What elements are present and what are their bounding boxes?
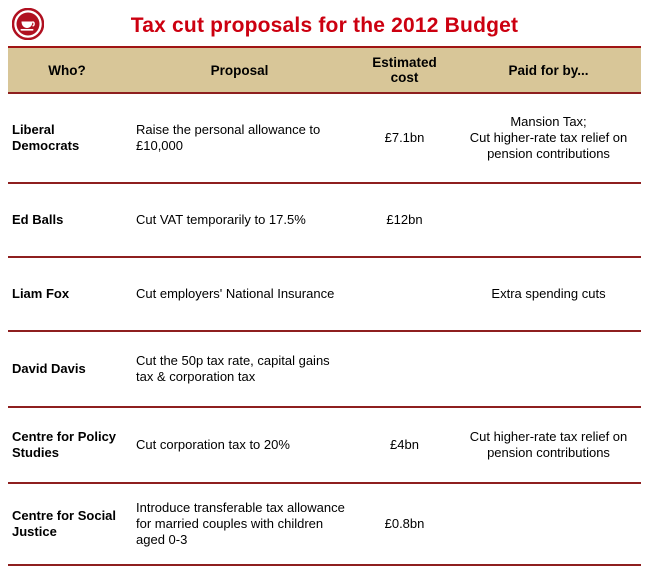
cost-cell: £4bn bbox=[353, 406, 456, 483]
table-row: Centre for Social Justice Introduce tran… bbox=[8, 482, 641, 565]
table-row: Centre for Policy Studies Cut corporatio… bbox=[8, 406, 641, 483]
table-row: Liam Fox Cut employers' National Insuran… bbox=[8, 256, 641, 331]
table-row: David Davis Cut the 50p tax rate, capita… bbox=[8, 330, 641, 407]
paid-cell: Extra spending cuts bbox=[456, 256, 641, 331]
paid-cell bbox=[456, 482, 641, 565]
cost-cell: £7.1bn bbox=[353, 92, 456, 183]
cost-cell bbox=[353, 256, 456, 331]
paid-cell: Cut higher-rate tax relief on pension co… bbox=[456, 406, 641, 483]
proposal-cell: Cut the 50p tax rate, capital gains tax … bbox=[126, 330, 353, 407]
cost-cell: £0.8bn bbox=[353, 482, 456, 565]
cost-cell bbox=[353, 330, 456, 407]
page: Tax cut proposals for the 2012 Budget Wh… bbox=[8, 6, 641, 566]
who-cell: Liberal Democrats bbox=[8, 92, 126, 183]
paid-cell bbox=[456, 330, 641, 407]
column-header-estimated-cost: Estimated cost bbox=[353, 47, 456, 93]
column-header-proposal: Proposal bbox=[126, 47, 353, 93]
column-header-paid-for-by: Paid for by... bbox=[456, 47, 641, 93]
page-title: Tax cut proposals for the 2012 Budget bbox=[130, 14, 519, 37]
proposal-cell: Cut corporation tax to 20% bbox=[126, 406, 353, 483]
who-cell: Centre for Policy Studies bbox=[8, 406, 126, 483]
page-header: Tax cut proposals for the 2012 Budget bbox=[8, 6, 641, 46]
proposal-cell: Cut VAT temporarily to 17.5% bbox=[126, 182, 353, 257]
table-row: Ed Balls Cut VAT temporarily to 17.5% £1… bbox=[8, 182, 641, 257]
paid-cell: Mansion Tax; Cut higher-rate tax relief … bbox=[456, 92, 641, 183]
who-cell: Ed Balls bbox=[8, 182, 126, 257]
who-cell: David Davis bbox=[8, 330, 126, 407]
proposal-cell: Introduce transferable tax allowance for… bbox=[126, 482, 353, 565]
who-cell: Liam Fox bbox=[8, 256, 126, 331]
table-header-row: Who? Proposal Estimated cost Paid for by… bbox=[8, 47, 641, 93]
teacup-logo-icon bbox=[11, 7, 45, 41]
cost-cell: £12bn bbox=[353, 182, 456, 257]
paid-cell bbox=[456, 182, 641, 257]
proposal-cell: Cut employers' National Insurance bbox=[126, 256, 353, 331]
tax-proposals-table: Who? Proposal Estimated cost Paid for by… bbox=[8, 46, 641, 566]
proposal-cell: Raise the personal allowance to £10,000 bbox=[126, 92, 353, 183]
column-header-who: Who? bbox=[8, 47, 126, 93]
table-row: Liberal Democrats Raise the personal all… bbox=[8, 92, 641, 183]
who-cell: Centre for Social Justice bbox=[8, 482, 126, 565]
